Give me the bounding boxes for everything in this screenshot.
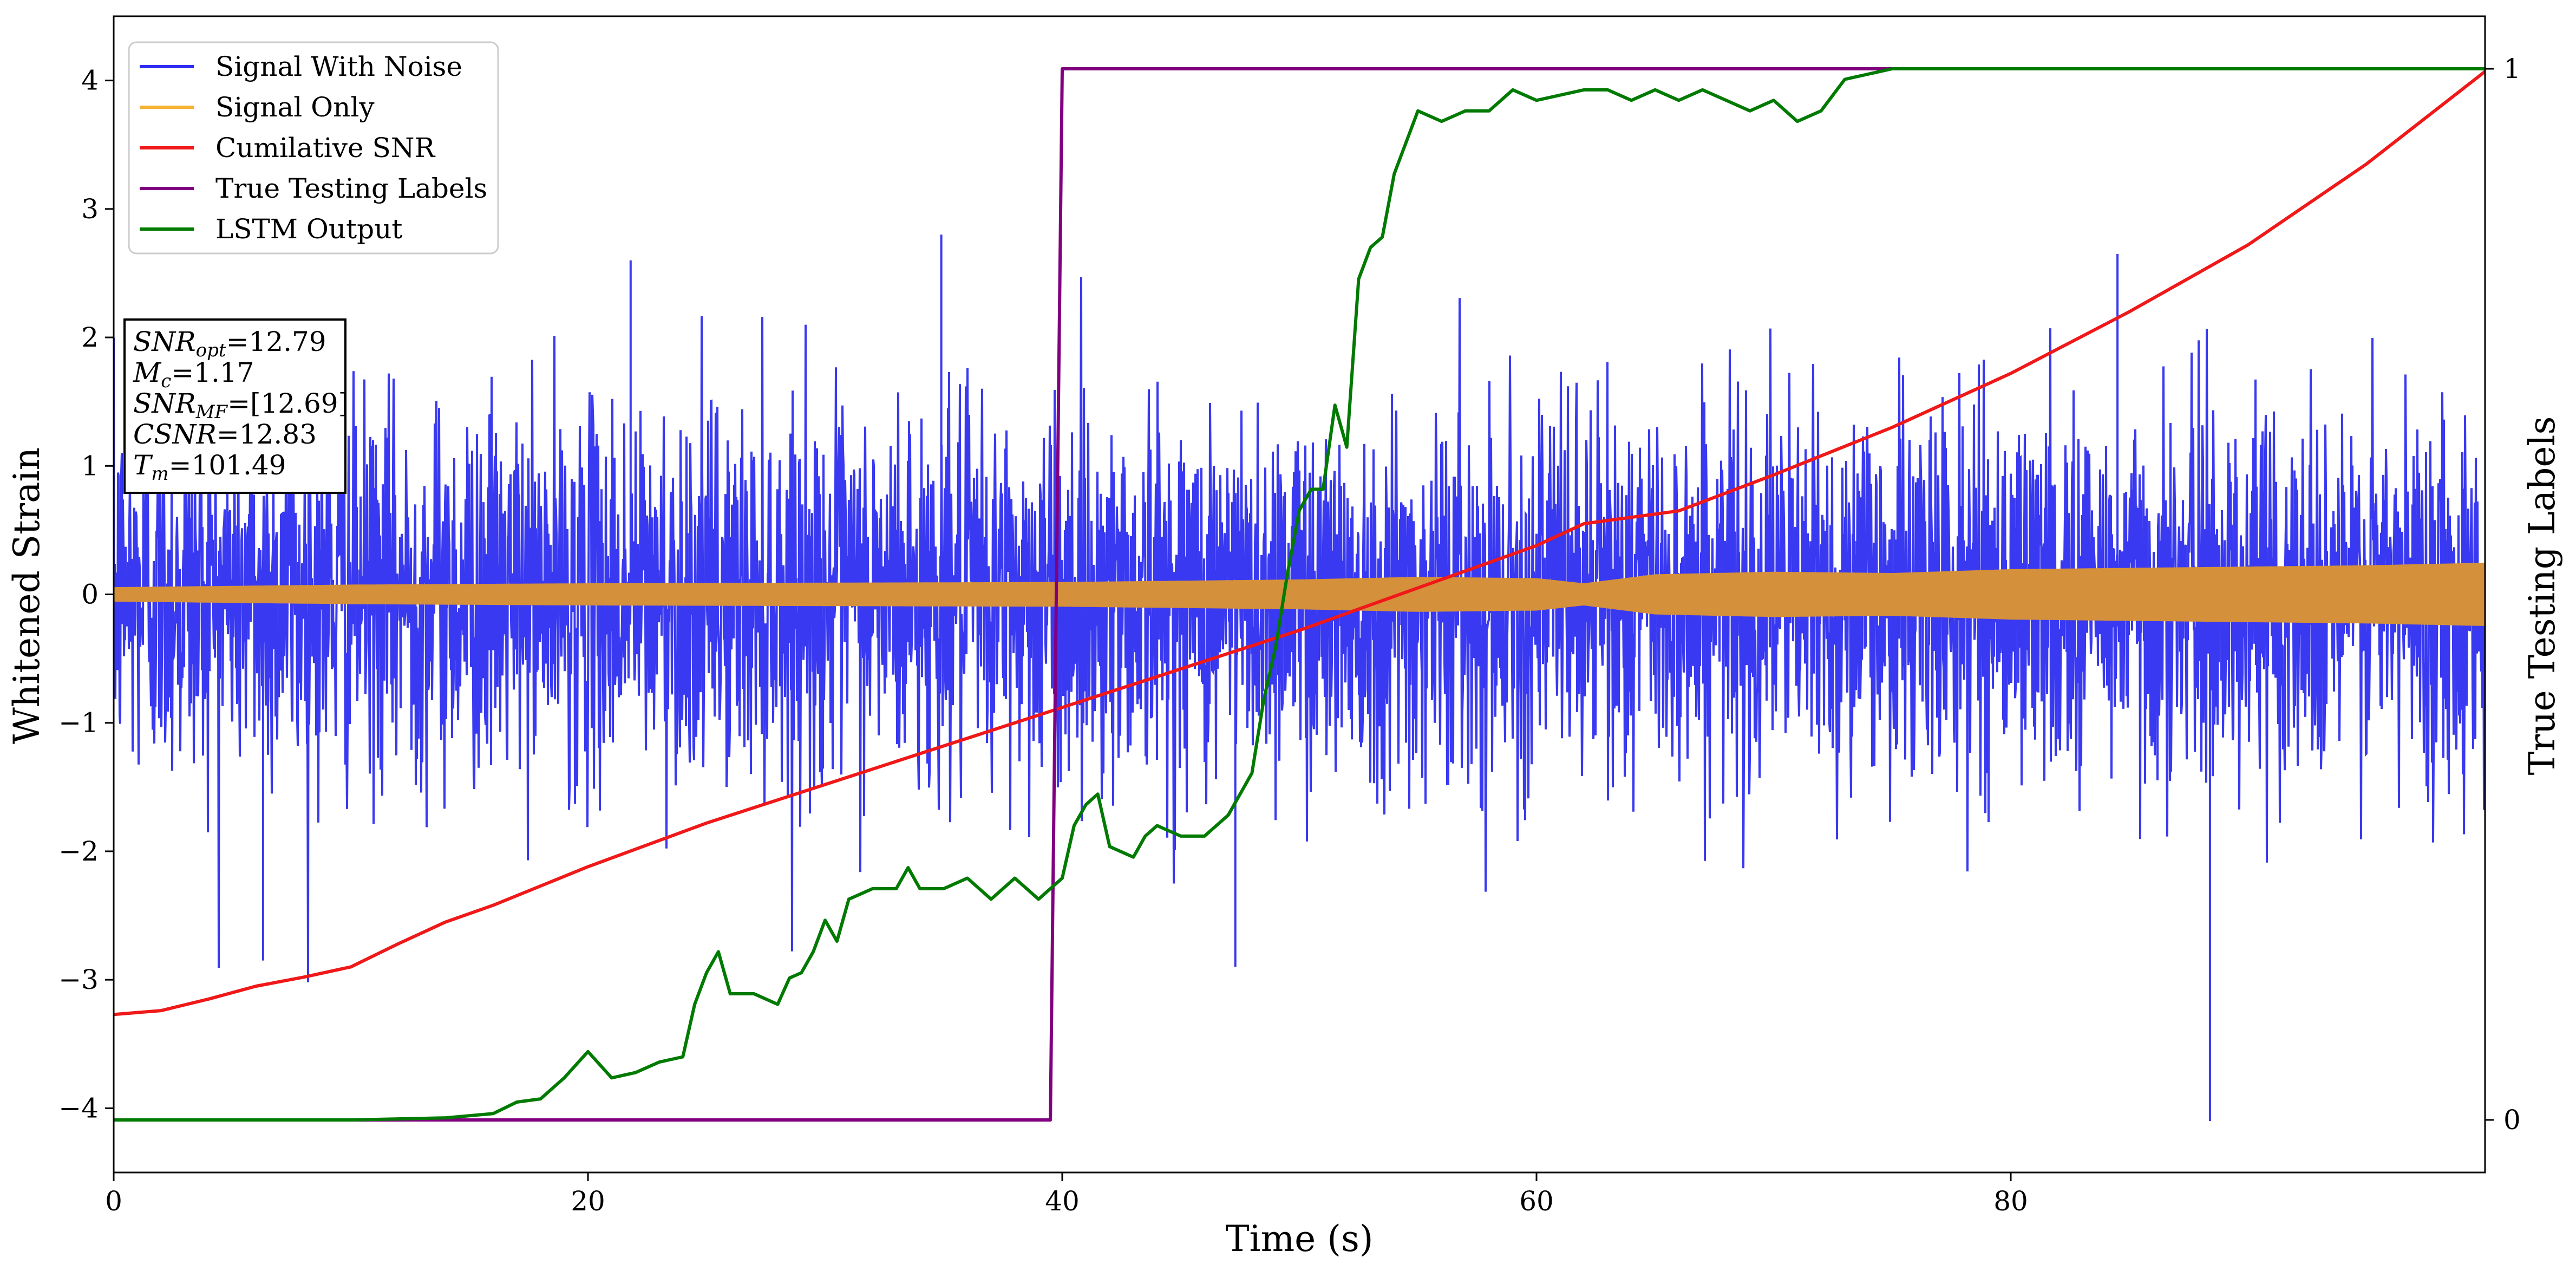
y-axis-title: Whitened Strain <box>6 447 48 744</box>
y-tick-label: 4 <box>81 65 99 96</box>
y-tick-label: −2 <box>58 836 99 867</box>
x-tick-label: 20 <box>571 1185 605 1217</box>
legend-label: Cumilative SNR <box>215 132 435 164</box>
series-cumilative-snr <box>114 70 2485 1017</box>
x-tick-label: 80 <box>1993 1185 2028 1217</box>
y-right-axis-title: True Testing Labels <box>2521 416 2563 776</box>
x-axis-title: Time (s) <box>1225 1218 1373 1260</box>
series-signal-with-noise <box>114 234 2485 1122</box>
info-box-line: SNRMF=[12.69] <box>133 388 349 423</box>
legend: Signal With Noise Signal Only Cumilative S… <box>128 41 499 255</box>
legend-box <box>128 41 499 255</box>
info-box-line: Mc=1.17 <box>133 357 254 392</box>
series-signal-only <box>114 563 2485 626</box>
legend-label: Signal Only <box>215 92 375 123</box>
y-right-tick-label: 1 <box>2503 53 2521 84</box>
y-tick-label: 1 <box>81 450 99 481</box>
y-tick-label: −4 <box>58 1092 99 1124</box>
info-box-line: SNRopt=12.79 <box>133 326 326 361</box>
y-tick-label: 2 <box>81 322 99 353</box>
info-box-line: Tm=101.49 <box>133 449 286 485</box>
info-box-line: CSNR=12.83 <box>133 419 317 450</box>
x-tick-label: 0 <box>105 1185 122 1217</box>
x-tick-label: 40 <box>1045 1185 1080 1217</box>
y-tick-label: 3 <box>81 193 99 225</box>
legend-label: True Testing Labels <box>215 173 487 204</box>
info-box-frame <box>123 318 346 494</box>
legend-label: LSTM Output <box>215 213 402 245</box>
series-true-testing-labels <box>114 67 2485 1122</box>
series-lstm-output <box>114 67 2485 1122</box>
y-tick-label: −3 <box>58 964 99 995</box>
y-right-tick-label: 0 <box>2503 1104 2521 1136</box>
x-tick-label: 60 <box>1519 1185 1554 1217</box>
info-box: SNRopt=12.79Mc=1.17SNRMF=[12.69]CSNR=12.… <box>123 318 349 494</box>
y-tick-label: −1 <box>58 707 99 739</box>
plot-area <box>114 67 2485 1122</box>
y-tick-label: 0 <box>81 579 99 610</box>
legend-label: Signal With Noise <box>215 51 462 82</box>
